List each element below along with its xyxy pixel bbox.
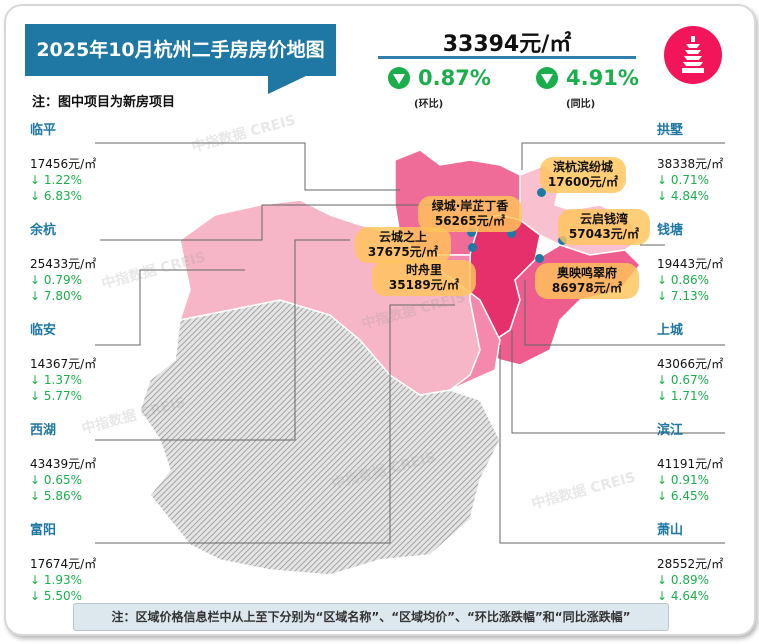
district-price: 38338元/㎡ bbox=[657, 157, 724, 171]
district-info: 富阳 17674元/㎡ ↓ 1.93% ↓ 5.50% bbox=[30, 523, 96, 604]
project-marker bbox=[507, 229, 516, 238]
district-name: 余杭 bbox=[30, 223, 57, 238]
district-mom: ↓ 0.86% bbox=[657, 273, 709, 287]
district-name: 临平 bbox=[30, 123, 57, 138]
project-label: 绿城·岸芷丁香 56265元/㎡ bbox=[418, 196, 522, 232]
district-yoy: ↓ 4.64% bbox=[657, 589, 709, 603]
district-price: 17674元/㎡ bbox=[30, 557, 97, 571]
district-info: 拱墅 38338元/㎡ ↓ 0.71% ↓ 4.84% bbox=[657, 123, 723, 204]
project-marker bbox=[535, 254, 544, 263]
district-yoy: ↓ 6.45% bbox=[657, 489, 709, 503]
project-marker bbox=[468, 243, 477, 252]
district-name: 临安 bbox=[30, 323, 57, 338]
district-yoy: ↓ 7.13% bbox=[657, 289, 709, 303]
district-mom: ↓ 0.89% bbox=[657, 573, 709, 587]
district-info: 余杭 25433元/㎡ ↓ 0.79% ↓ 7.80% bbox=[30, 223, 96, 304]
district-price: 17456元/㎡ bbox=[30, 157, 97, 171]
district-name: 萧山 bbox=[657, 523, 684, 538]
yoy-value: 4.91% bbox=[566, 66, 639, 90]
city-average-price: 33394元/㎡ bbox=[442, 32, 572, 57]
down-arrow-icon bbox=[536, 67, 558, 89]
district-info: 滨江 41191元/㎡ ↓ 0.91% ↓ 6.45% bbox=[657, 423, 723, 504]
divider bbox=[378, 56, 636, 59]
district-mom: ↓ 0.79% bbox=[30, 273, 82, 287]
project-marker bbox=[467, 228, 476, 237]
page-title: 2025年10月杭州二手房房价地图 bbox=[25, 24, 336, 76]
district-name: 拱墅 bbox=[657, 123, 684, 138]
district-price: 19443元/㎡ bbox=[657, 257, 724, 271]
district-yoy: ↓ 4.84% bbox=[657, 189, 709, 203]
district-yoy: ↓ 5.77% bbox=[30, 389, 82, 403]
district-yoy: ↓ 7.80% bbox=[30, 289, 82, 303]
district-info: 临安 14367元/㎡ ↓ 1.37% ↓ 5.77% bbox=[30, 323, 96, 404]
district-mom: ↓ 0.65% bbox=[30, 473, 82, 487]
district-mom: ↓ 1.22% bbox=[30, 173, 82, 187]
district-price: 43066元/㎡ bbox=[657, 357, 724, 371]
title-tail bbox=[268, 76, 306, 94]
district-info: 上城 43066元/㎡ ↓ 0.67% ↓ 1.71% bbox=[657, 323, 723, 404]
pagoda-logo bbox=[664, 26, 722, 84]
district-info: 钱塘 19443元/㎡ ↓ 0.86% ↓ 7.13% bbox=[657, 223, 723, 304]
mom-value: 0.87% bbox=[418, 66, 491, 90]
mom-change: 0.87% bbox=[388, 66, 491, 90]
map-note: 注：图中项目为新房项目 bbox=[32, 95, 176, 110]
district-price: 41191元/㎡ bbox=[657, 457, 724, 471]
down-arrow-icon bbox=[388, 67, 410, 89]
district-price: 43439元/㎡ bbox=[30, 457, 97, 471]
district-price: 25433元/㎡ bbox=[30, 257, 97, 271]
project-label: 奥映鸣翠府 86978元/㎡ bbox=[535, 263, 639, 299]
district-name: 西湖 bbox=[30, 423, 57, 438]
project-label: 时舟里 35189元/㎡ bbox=[372, 260, 476, 296]
leader-lines bbox=[95, 142, 725, 544]
district-info: 萧山 28552元/㎡ ↓ 0.89% ↓ 4.64% bbox=[657, 523, 723, 604]
project-label: 云城之上 37675元/㎡ bbox=[355, 227, 451, 263]
district-mom: ↓ 0.91% bbox=[657, 473, 709, 487]
district-yoy: ↓ 1.71% bbox=[657, 389, 709, 403]
district-name: 钱塘 bbox=[657, 223, 684, 238]
yoy-change: 4.91% bbox=[536, 66, 639, 90]
district-yoy: ↓ 5.50% bbox=[30, 589, 82, 603]
district-name: 上城 bbox=[657, 323, 684, 338]
district-name: 富阳 bbox=[30, 523, 57, 538]
district-yoy: ↓ 6.83% bbox=[30, 189, 82, 203]
district-mom: ↓ 1.37% bbox=[30, 373, 82, 387]
project-label: 云启钱湾 57043元/㎡ bbox=[558, 209, 650, 245]
district-yoy: ↓ 5.86% bbox=[30, 489, 82, 503]
district-info: 临平 17456元/㎡ ↓ 1.22% ↓ 6.83% bbox=[30, 123, 96, 204]
district-info: 西湖 43439元/㎡ ↓ 0.65% ↓ 5.86% bbox=[30, 423, 96, 504]
mom-label: (环比) bbox=[414, 99, 444, 110]
district-mom: ↓ 1.93% bbox=[30, 573, 82, 587]
district-mom: ↓ 0.67% bbox=[657, 373, 709, 387]
project-label: 滨杭滨纷城 17600元/㎡ bbox=[540, 157, 626, 193]
pagoda-icon bbox=[682, 36, 704, 73]
district-mom: ↓ 0.71% bbox=[657, 173, 709, 187]
footer-note: 注：区域价格信息栏中从上至下分别为“区域名称”、“区域均价”、“环比涨跌幅”和“… bbox=[73, 603, 669, 631]
district-name: 滨江 bbox=[657, 423, 684, 438]
yoy-label: (同比) bbox=[566, 99, 596, 110]
district-price: 14367元/㎡ bbox=[30, 357, 97, 371]
district-price: 28552元/㎡ bbox=[657, 557, 724, 571]
project-marker bbox=[537, 188, 546, 197]
